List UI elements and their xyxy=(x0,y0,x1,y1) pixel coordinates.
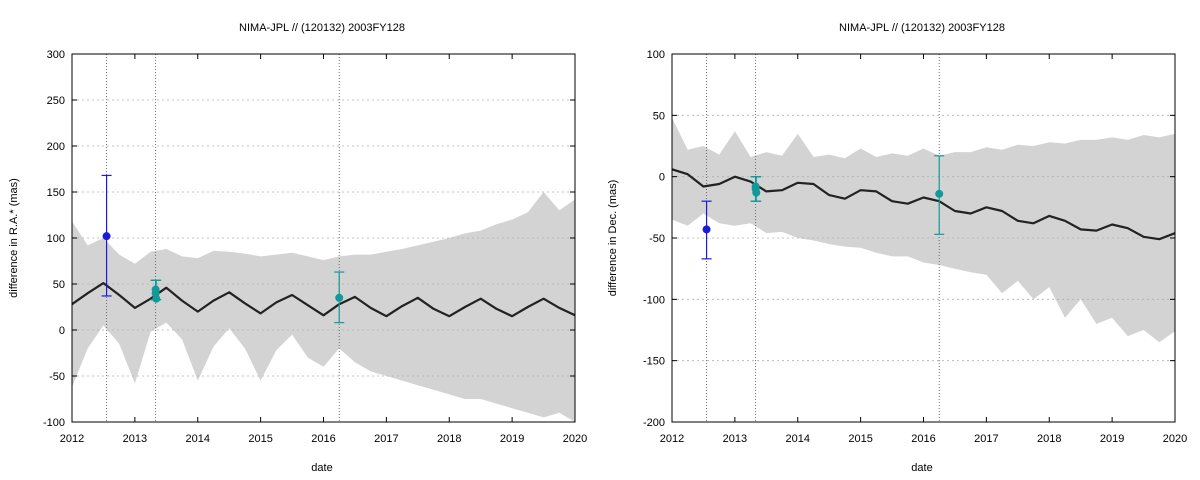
x-tick-label: 2013 xyxy=(123,433,147,445)
y-tick-label: 0 xyxy=(59,325,65,337)
x-tick-label: 2019 xyxy=(500,433,524,445)
x-tick-label: 2017 xyxy=(974,433,998,445)
x-tick-label: 2015 xyxy=(248,433,272,445)
x-axis-label: date xyxy=(311,462,332,474)
y-tick-label: -200 xyxy=(643,417,665,429)
y-tick-label: 0 xyxy=(659,172,665,184)
chart-title: NIMA-JPL // (120132) 2003FY128 xyxy=(239,22,405,34)
uncertainty-band xyxy=(672,117,1175,343)
y-tick-label: -150 xyxy=(643,356,665,368)
plot-area: -200 -150 -100 -50 0 50 100 2012 2013 2014 2015 201… xyxy=(643,49,1187,445)
y-tick-label: -100 xyxy=(643,294,665,306)
uncertainty-band xyxy=(72,192,575,422)
ra-difference-chart: NIMA-JPL // (120132) 2003FY128 date diff… xyxy=(8,22,587,474)
x-tick-label: 2016 xyxy=(311,433,335,445)
x-tick-label: 2015 xyxy=(848,433,872,445)
y-tick-label: -50 xyxy=(49,371,65,383)
y-tick-label: 50 xyxy=(653,110,665,122)
chart-title: NIMA-JPL // (120132) 2003FY128 xyxy=(839,22,1005,34)
y-axis-label: difference in Dec. (mas) xyxy=(607,180,619,297)
data-point xyxy=(152,294,161,303)
y-tick-label: 50 xyxy=(53,279,65,291)
x-tick-label: 2018 xyxy=(1037,433,1061,445)
x-tick-label: 2012 xyxy=(60,433,84,445)
data-point xyxy=(702,225,711,234)
x-tick-label: 2018 xyxy=(437,433,461,445)
x-tick-label: 2014 xyxy=(786,433,810,445)
y-tick-label: 100 xyxy=(647,49,665,61)
x-tick-label: 2020 xyxy=(1163,433,1187,445)
x-axis-label: date xyxy=(911,462,932,474)
x-tick-label: 2016 xyxy=(911,433,935,445)
data-point xyxy=(752,188,761,197)
x-tick-label: 2012 xyxy=(660,433,684,445)
x-tick-label: 2020 xyxy=(563,433,587,445)
y-tick-label: 300 xyxy=(47,49,65,61)
plot-frame xyxy=(671,53,1176,423)
data-point xyxy=(335,293,344,302)
y-tick-label: 100 xyxy=(47,233,65,245)
dec-difference-chart: NIMA-JPL // (120132) 2003FY128 date diff… xyxy=(607,22,1187,474)
y-tick-label: 200 xyxy=(47,141,65,153)
y-tick-label: 250 xyxy=(47,95,65,107)
plot-area: -100 -50 0 50 100 150 200 250 300 2012 2013 2014 201… xyxy=(43,49,587,445)
plot-frame xyxy=(71,53,576,423)
y-tick-label: -50 xyxy=(649,233,665,245)
x-tick-label: 2014 xyxy=(186,433,210,445)
y-tick-label: 150 xyxy=(47,187,65,199)
x-tick-label: 2013 xyxy=(723,433,747,445)
y-axis-label: difference in R.A.* (mas) xyxy=(8,178,20,298)
x-tick-label: 2019 xyxy=(1100,433,1124,445)
y-tick-label: -100 xyxy=(43,417,65,429)
x-tick-label: 2017 xyxy=(374,433,398,445)
data-point xyxy=(935,189,944,198)
data-point xyxy=(102,232,111,241)
